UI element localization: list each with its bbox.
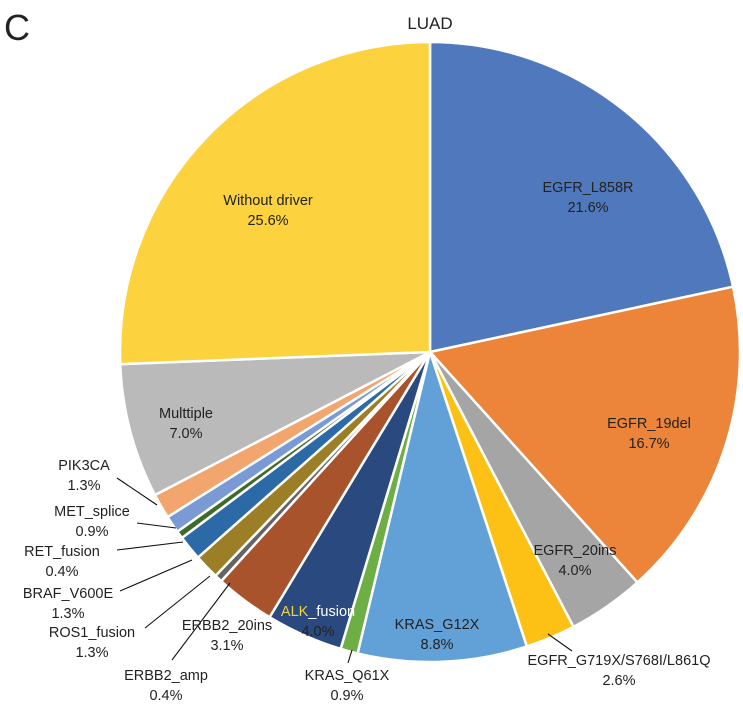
pie-slices [118, 40, 742, 664]
leader-line-kras-q61x [347, 649, 353, 664]
slice-label-ret-fusion: RET_fusion [24, 544, 100, 560]
slice-label-met-splice: MET_splice [54, 504, 130, 520]
slice-label-kras-q61x: KRAS_Q61X [305, 668, 390, 684]
slice-pct-multtiple: 7.0% [169, 426, 202, 442]
slice-pct-erbb2-20ins: 3.1% [210, 638, 243, 654]
pie-slice-egfr-19del [428, 285, 742, 584]
pie-slice-kras-g12x [356, 350, 529, 664]
slice-pct-pik3ca: 1.3% [67, 478, 100, 494]
slice-label-egfr-20ins: EGFR_20ins [533, 543, 616, 559]
slice-pct-kras-g12x: 8.8% [420, 637, 453, 653]
slice-pct-braf-v600e: 1.3% [51, 606, 84, 622]
leader-line-egfr-g719x-s768i-l861q [547, 633, 573, 652]
slice-pct-without-driver: 25.6% [247, 213, 288, 229]
slice-label-pik3ca: PIK3CA [58, 458, 110, 474]
slice-label-alk-fusion: ALK_fusion [281, 604, 355, 620]
slice-pct-ros1-fusion: 1.3% [75, 645, 108, 661]
slice-label-multtiple: Multtiple [159, 406, 213, 422]
slice-label-egfr-g719x-s768i-l861q: EGFR_G719X/S768I/L861Q [528, 653, 711, 669]
leader-line-braf-v600e [119, 559, 193, 592]
slice-label-erbb2-20ins: ERBB2_20ins [182, 618, 272, 634]
slice-label-egfr-l858r: EGFR_L858R [542, 180, 633, 196]
pie-slice-egfr-l858r [428, 40, 735, 354]
slice-label-braf-v600e: BRAF_V600E [23, 586, 114, 602]
pie-slice-without-driver [118, 40, 432, 366]
slice-label-kras-g12x: KRAS_G12X [395, 617, 480, 633]
slice-pct-egfr-g719x-s768i-l861q: 2.6% [602, 673, 635, 689]
leader-line-ret-fusion [116, 541, 184, 551]
slice-label-erbb2-amp: ERBB2_amp [124, 668, 208, 684]
slice-pct-alk-fusion: 4.0% [301, 624, 334, 640]
slice-pct-met-splice: 0.9% [75, 524, 108, 540]
leader-line-met-splice [136, 522, 177, 529]
leader-lines [116, 477, 573, 664]
slice-pct-erbb2-amp: 0.4% [149, 688, 182, 704]
slice-label-without-driver: Without driver [223, 193, 313, 209]
leader-line-ros1-fusion [144, 575, 211, 629]
panel-label: C [4, 7, 30, 48]
chart-title: LUAD [407, 14, 452, 33]
slice-pct-egfr-19del: 16.7% [628, 436, 669, 452]
slice-labels: EGFR_L858R 21.6% EGFR_19del 16.7% EGFR_20ins… [23, 180, 711, 704]
pie-slice-multtiple [118, 350, 432, 497]
slice-label-ros1-fusion: ROS1_fusion [49, 625, 135, 641]
slice-pct-ret-fusion: 0.4% [45, 564, 78, 580]
slice-pct-egfr-20ins: 4.0% [558, 563, 591, 579]
slice-pct-egfr-l858r: 21.6% [567, 200, 608, 216]
leader-line-pik3ca [116, 477, 158, 506]
leader-line-erbb2-amp [171, 582, 231, 661]
slice-pct-kras-q61x: 0.9% [330, 688, 363, 704]
slice-label-egfr-19del: EGFR_19del [607, 416, 691, 432]
